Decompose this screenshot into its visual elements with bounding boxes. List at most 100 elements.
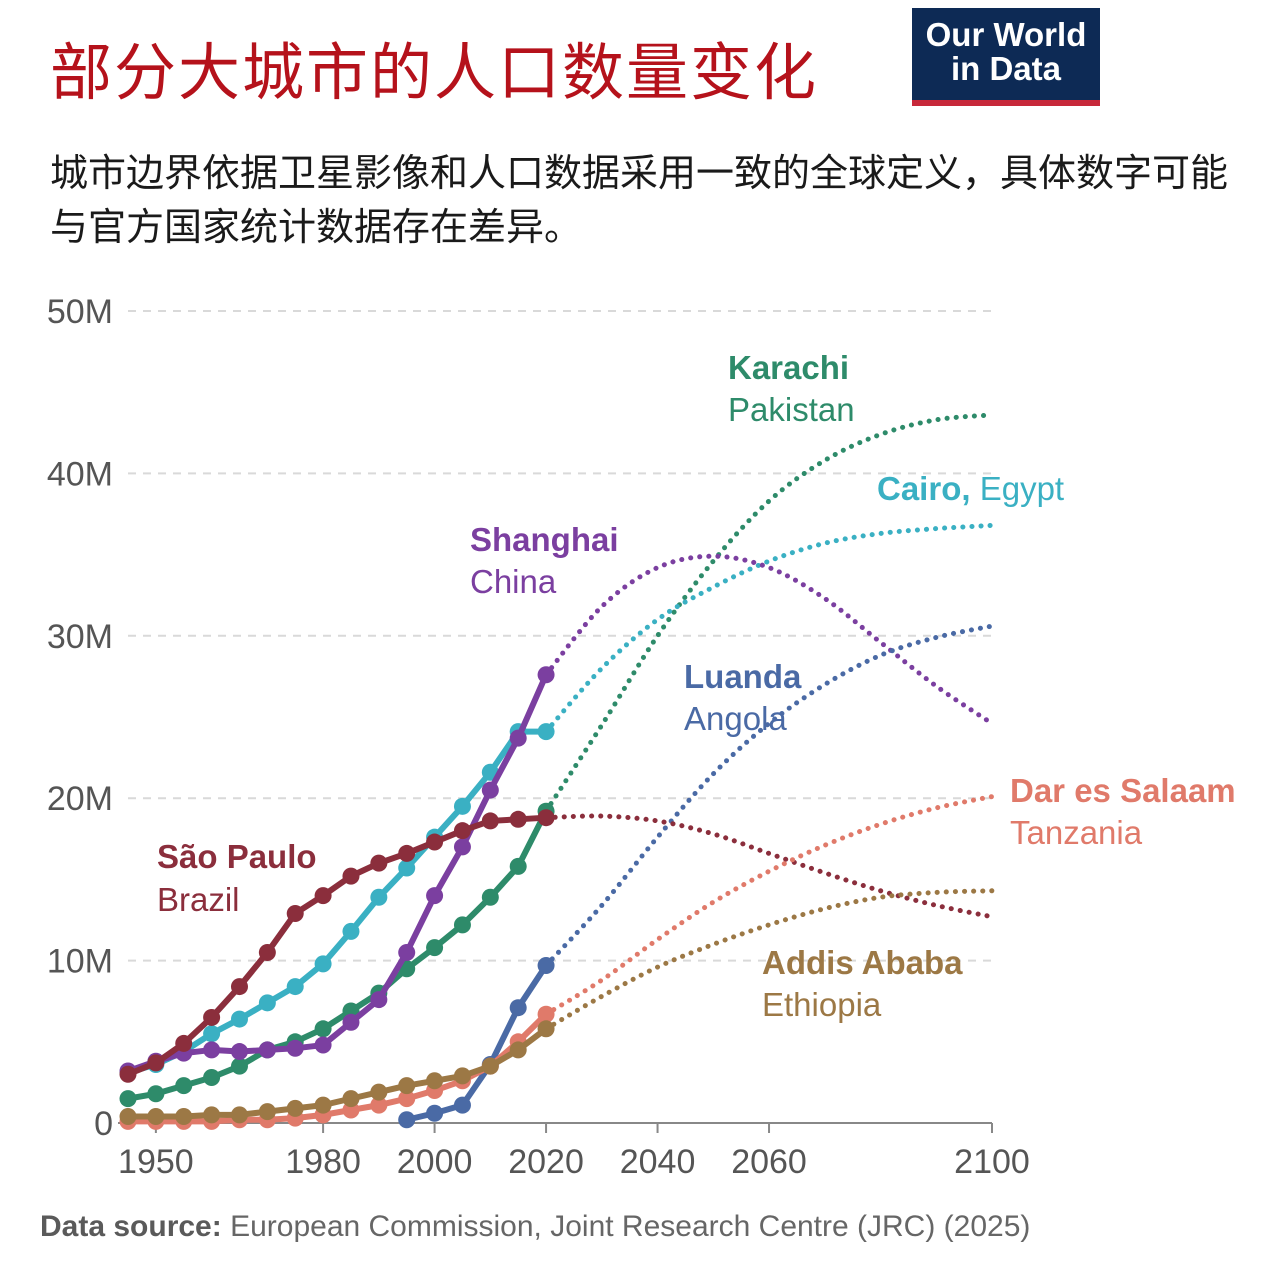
series-saopaulo-point[interactable] (147, 1054, 165, 1072)
series-cairo-point[interactable] (370, 888, 388, 906)
series-karachi-point[interactable] (175, 1077, 193, 1095)
series-saopaulo-point[interactable] (370, 854, 388, 872)
series-addis-point[interactable] (119, 1108, 137, 1126)
series-cairo-point[interactable] (286, 978, 304, 996)
series-addis-point[interactable] (258, 1103, 276, 1121)
series-dar-point[interactable] (537, 1005, 555, 1023)
series-shanghai-point[interactable] (509, 729, 527, 747)
series-shanghai-point[interactable] (342, 1013, 360, 1031)
series-addis-point[interactable] (426, 1072, 444, 1090)
series-cairo-projection-line (543, 522, 995, 735)
series-karachi-point[interactable] (453, 916, 471, 934)
series-addis-point[interactable] (203, 1106, 221, 1124)
x-tick-label: 1950 (118, 1143, 194, 1181)
series-addis-point[interactable] (286, 1099, 304, 1117)
series-label-dar-city: Dar es Salaam (1010, 772, 1236, 809)
series-shanghai-point[interactable] (258, 1041, 276, 1059)
series-label-karachi-city: Karachi (728, 349, 849, 386)
series-shanghai-point[interactable] (453, 838, 471, 856)
series-label-addis-country: Ethiopia (762, 986, 882, 1023)
y-tick-label: 10M (47, 943, 113, 981)
series-addis-point[interactable] (481, 1057, 499, 1075)
series-label-luanda-city: Luanda (684, 658, 802, 695)
series-saopaulo-point[interactable] (342, 867, 360, 885)
series-shanghai-projection-line (543, 553, 995, 726)
x-tick-label: 2100 (954, 1143, 1030, 1181)
series-addis-point[interactable] (398, 1077, 416, 1095)
series-karachi-point[interactable] (481, 888, 499, 906)
series-cairo-point[interactable] (314, 955, 332, 973)
series-cairo-point[interactable] (398, 859, 416, 877)
data-source: Data source: European Commission, Joint … (40, 1210, 1030, 1244)
series-label-luanda-country: Angola (684, 700, 787, 737)
series-saopaulo-projection-line (543, 813, 995, 920)
series-saopaulo-point[interactable] (258, 943, 276, 961)
series-saopaulo-point[interactable] (481, 812, 499, 830)
series-label-cairo: Cairo, Egypt (877, 470, 1064, 507)
series-shanghai-point[interactable] (203, 1041, 221, 1059)
series-cairo-point[interactable] (230, 1010, 248, 1028)
series-addis-point[interactable] (230, 1106, 248, 1124)
series-cairo-point[interactable] (203, 1025, 221, 1043)
owid-logo[interactable]: Our World in Data (912, 8, 1100, 106)
series-addis-point[interactable] (453, 1067, 471, 1085)
series-cairo-point[interactable] (342, 922, 360, 940)
series-shanghai-point[interactable] (314, 1036, 332, 1054)
series-karachi-point[interactable] (314, 1020, 332, 1038)
series-shanghai-point[interactable] (370, 991, 388, 1009)
series-cairo-point[interactable] (453, 797, 471, 815)
series-shanghai-point[interactable] (481, 781, 499, 799)
series-dar-point[interactable] (370, 1096, 388, 1114)
series-label-shanghai-country: China (470, 563, 557, 600)
series-saopaulo-point[interactable] (230, 978, 248, 996)
series-addis-point[interactable] (314, 1096, 332, 1114)
series-saopaulo-point[interactable] (175, 1034, 193, 1052)
series-saopaulo-point[interactable] (509, 810, 527, 828)
series-label-cairo-country: Egypt (980, 470, 1064, 507)
chart-title: 部分大城市的人口数量变化 (50, 36, 819, 109)
chart-subtitle: 城市边界依据卫星影像和人口数据采用一致的全球定义，具体数字可能与官方国家统计数据… (50, 151, 1229, 249)
series-saopaulo-point[interactable] (314, 887, 332, 905)
series-saopaulo-point[interactable] (453, 822, 471, 840)
series-shanghai-point[interactable] (230, 1043, 248, 1061)
series-karachi-point[interactable] (203, 1069, 221, 1087)
series-karachi-point[interactable] (426, 939, 444, 957)
series-shanghai-observed-line (127, 673, 549, 1074)
series-shanghai-point[interactable] (426, 887, 444, 905)
series-luanda-point[interactable] (537, 956, 555, 974)
series-shanghai-point[interactable] (286, 1039, 304, 1057)
series-luanda-point[interactable] (453, 1096, 471, 1114)
series-karachi-point[interactable] (509, 857, 527, 875)
y-tick-label: 50M (47, 293, 113, 331)
series-cairo-point[interactable] (537, 723, 555, 741)
series-saopaulo-point[interactable] (286, 905, 304, 923)
series-shanghai-point[interactable] (537, 666, 555, 684)
series-label-cairo-city: Cairo (877, 470, 961, 507)
series-karachi-point[interactable] (119, 1090, 137, 1108)
series-cairo-point[interactable] (258, 994, 276, 1012)
series-karachi-point[interactable] (147, 1085, 165, 1103)
series-saopaulo-point[interactable] (203, 1008, 221, 1026)
x-tick-label: 2000 (397, 1143, 473, 1181)
series-cairo-observed-line (127, 728, 547, 1076)
series-label-shanghai-city: Shanghai (470, 521, 619, 558)
series-luanda-point[interactable] (398, 1111, 416, 1129)
data-source-label: Data source: (40, 1210, 222, 1243)
series-addis-point[interactable] (509, 1041, 527, 1059)
series-addis-point[interactable] (175, 1108, 193, 1126)
series-saopaulo-point[interactable] (426, 833, 444, 851)
series-karachi-point[interactable] (230, 1057, 248, 1075)
series-shanghai-point[interactable] (398, 943, 416, 961)
series-saopaulo-point[interactable] (119, 1065, 137, 1083)
series-luanda-point[interactable] (426, 1104, 444, 1122)
series-addis-point[interactable] (370, 1083, 388, 1101)
series-addis-point[interactable] (537, 1020, 555, 1038)
series-saopaulo-point[interactable] (398, 844, 416, 862)
series-karachi-projection-line (543, 412, 995, 814)
series-dar-point[interactable] (398, 1090, 416, 1108)
series-addis-point[interactable] (342, 1090, 360, 1108)
series-addis-point[interactable] (147, 1108, 165, 1126)
series-luanda-point[interactable] (509, 999, 527, 1017)
series-saopaulo-point[interactable] (537, 809, 555, 827)
